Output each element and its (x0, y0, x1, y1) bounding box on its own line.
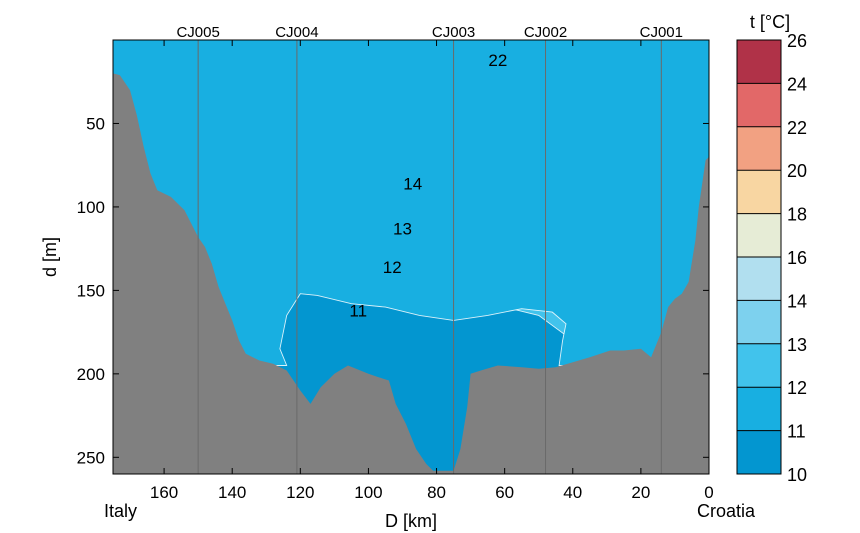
band-11-12 (113, 40, 709, 366)
colorbar-label-20: 20 (787, 161, 807, 181)
contour-label-11: 11 (349, 301, 367, 320)
colorbar: 10 11 12 13 14 16 18 20 22 24 26 (736, 31, 807, 485)
colorbar-title: t [°C] (750, 12, 790, 32)
plot-frame (112, 39, 710, 475)
station-label-cj003: CJ003 (432, 24, 475, 41)
colorbar-swatch-24-26 (737, 40, 781, 84)
colorbar-swatch-22-24 (737, 83, 781, 127)
colorbar-label-12: 12 (787, 378, 807, 398)
station-labels: CJ005 CJ004 CJ003 CJ002 CJ001 (176, 24, 683, 41)
x-tick-label-60: 60 (495, 483, 514, 502)
x-tick-label-100: 100 (354, 483, 382, 502)
contour-label-12: 12 (383, 258, 402, 277)
croatia-label: Croatia (697, 501, 756, 521)
y-tick-label-100: 100 (77, 198, 105, 217)
colorbar-swatch-18-20 (737, 170, 781, 214)
colorbar-swatch-10-11 (737, 430, 781, 474)
x-tick-label-0: 0 (704, 483, 713, 502)
colorbar-label-16: 16 (787, 248, 807, 268)
temperature-bands (113, 40, 709, 474)
y-axis: 50 100 150 200 250 (77, 114, 709, 467)
station-label-cj001: CJ001 (640, 24, 683, 41)
contour-labels: 22 14 13 12 11 (349, 51, 507, 320)
colorbar-label-26: 26 (787, 31, 807, 51)
colorbar-label-13: 13 (787, 335, 807, 355)
x-tick-label-160: 160 (150, 483, 178, 502)
station-label-cj002: CJ002 (524, 24, 567, 41)
x-axis: 160 140 120 100 80 60 40 20 0 (150, 40, 714, 502)
plot-area (113, 40, 709, 474)
x-tick-label-120: 120 (286, 483, 314, 502)
x-axis-label: D [km] (385, 511, 437, 531)
y-tick-label-150: 150 (77, 281, 105, 300)
contour-label-22: 22 (488, 51, 507, 70)
x-tick-label-20: 20 (631, 483, 650, 502)
colorbar-swatch-12-13 (737, 343, 781, 388)
x-tick-label-40: 40 (563, 483, 582, 502)
x-tick-label-140: 140 (218, 483, 246, 502)
colorbar-swatch-11-12 (737, 387, 781, 431)
contour-label-14: 14 (403, 175, 422, 194)
seafloor-bathymetry (113, 73, 709, 474)
x-tick-label-80: 80 (427, 483, 446, 502)
contour-label-13: 13 (393, 220, 412, 239)
colorbar-label-18: 18 (787, 205, 807, 225)
station-label-cj005: CJ005 (176, 24, 219, 41)
colorbar-swatch-20-22 (737, 126, 781, 171)
colorbar-label-11: 11 (787, 422, 806, 442)
colorbar-label-10: 10 (787, 465, 807, 485)
colorbar-label-22: 22 (787, 118, 807, 138)
colorbar-swatch-16-18 (737, 213, 781, 257)
colorbar-swatch-14-16 (737, 257, 781, 301)
station-label-cj004: CJ004 (275, 24, 318, 41)
colorbar-swatch-13-14 (737, 300, 781, 344)
colorbar-label-14: 14 (787, 291, 807, 311)
y-tick-label-50: 50 (86, 114, 105, 133)
y-axis-label: d [m] (40, 237, 60, 277)
station-lines (197, 40, 662, 474)
colorbar-label-24: 24 (787, 74, 807, 94)
y-tick-label-200: 200 (77, 365, 105, 384)
y-tick-label-250: 250 (77, 448, 105, 467)
italy-label: Italy (104, 501, 137, 521)
